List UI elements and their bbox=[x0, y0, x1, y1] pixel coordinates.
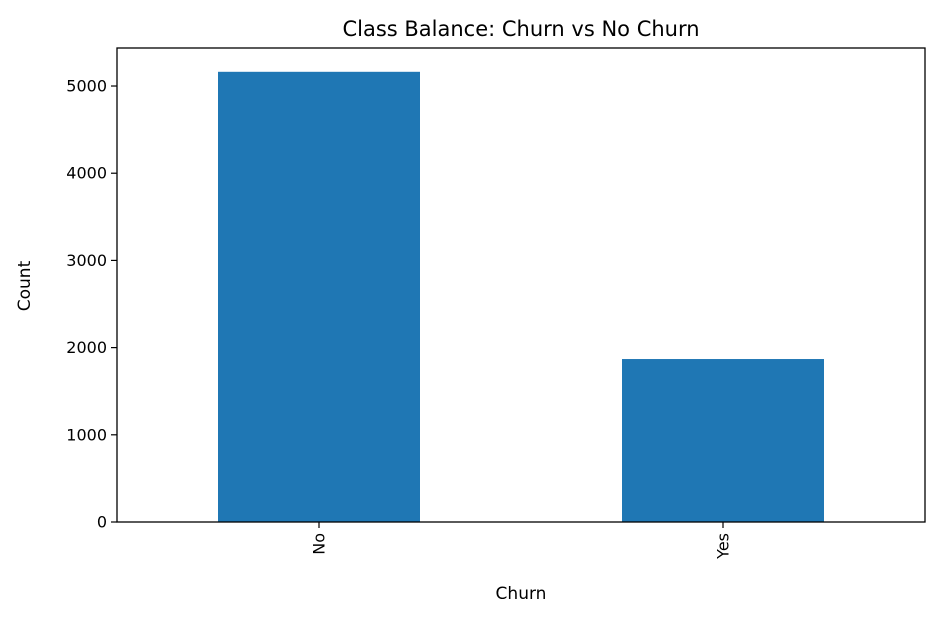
bar-yes bbox=[622, 359, 824, 522]
y-tick-label: 0 bbox=[97, 513, 107, 532]
y-tick-label: 5000 bbox=[66, 77, 107, 96]
y-tick-label: 2000 bbox=[66, 338, 107, 357]
y-tick-label: 1000 bbox=[66, 425, 107, 444]
y-axis-ticks: 0 1000 2000 3000 4000 5000 bbox=[66, 77, 117, 532]
x-axis-ticks: No Yes bbox=[310, 522, 733, 560]
y-tick-label: 4000 bbox=[66, 164, 107, 183]
x-tick-label: No bbox=[310, 533, 329, 555]
y-axis-label: Count bbox=[15, 260, 35, 311]
x-axis-label: Churn bbox=[496, 584, 547, 604]
chart-title: Class Balance: Churn vs No Churn bbox=[342, 17, 699, 41]
bar-no bbox=[218, 71, 420, 523]
x-tick-label: Yes bbox=[714, 533, 733, 560]
bars-group bbox=[218, 71, 824, 523]
y-tick-label: 3000 bbox=[66, 251, 107, 270]
plot-frame bbox=[116, 47, 926, 523]
